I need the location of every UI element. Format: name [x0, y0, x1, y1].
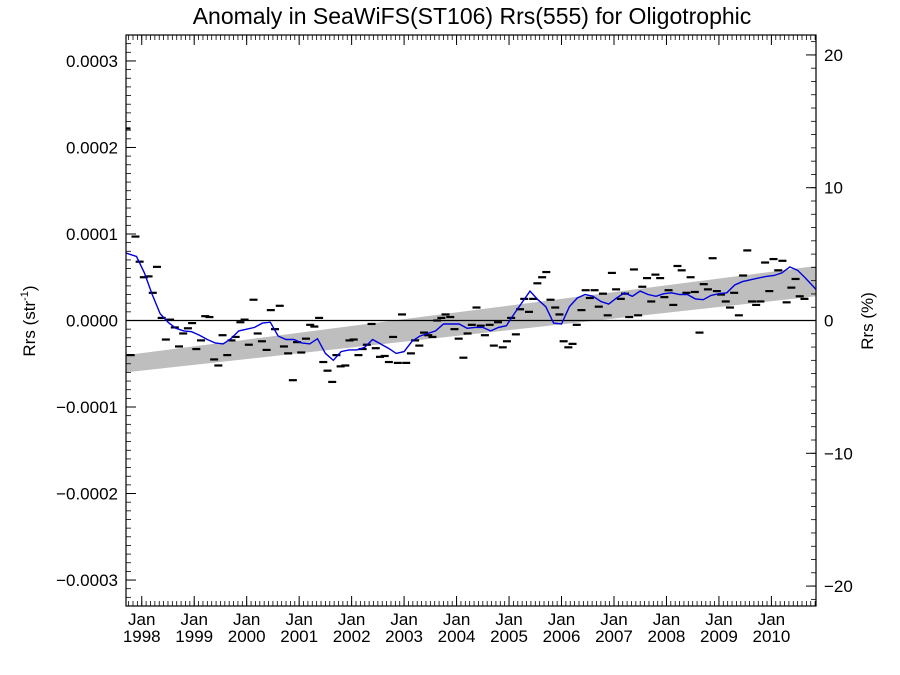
y-left-tick-label: 0.0000 [66, 312, 118, 331]
chart-title: Anomaly in SeaWiFS(ST106) Rrs(555) for O… [193, 3, 752, 29]
x-tick-year-label: 2001 [280, 627, 318, 646]
y-left-tick-label: 0.0001 [66, 225, 118, 244]
axes: 0.0003 0.0002 0.0001 0.0000 −0.0001 −0.0002 −0… [56, 34, 853, 646]
x-tick-month-label: Jan [285, 610, 312, 629]
plot-area [126, 127, 816, 384]
x-tick-year-label: 1999 [175, 627, 213, 646]
x-tick-month-label: Jan [653, 610, 680, 629]
x-tick-month-label: Jan [390, 610, 417, 629]
y-right-tick-label: 0 [824, 312, 833, 331]
smoothed-anomaly-line [126, 252, 816, 362]
trend-confidence-band [126, 265, 816, 373]
x-tick-month-label: Jan [338, 610, 365, 629]
x-tick-year-label: 2004 [438, 627, 476, 646]
plot-content [126, 127, 816, 384]
x-tick-year-label: 2009 [700, 627, 738, 646]
y-left-tick-label: −0.0001 [56, 398, 118, 417]
x-tick-month-label: Jan [443, 610, 470, 629]
y-axis-label-left-text: Rrs (str [20, 301, 39, 357]
x-tick-month-label: Jan [705, 610, 732, 629]
x-tick-year-label: 2010 [752, 627, 790, 646]
y-right-tick-label: −20 [824, 577, 853, 596]
x-tick-year-label: 2003 [385, 627, 423, 646]
x-tick-year-label: 1998 [123, 627, 161, 646]
y-left-tick-label: 0.0003 [66, 52, 118, 71]
x-tick-month-label: Jan [233, 610, 260, 629]
x-tick-month-label: Jan [128, 610, 155, 629]
x-tick-year-label: 2005 [490, 627, 528, 646]
y-right-tick-label: −10 [824, 444, 853, 463]
y-right-tick-label: 20 [824, 46, 843, 65]
x-tick-year-label: 2000 [228, 627, 266, 646]
x-tick-month-label: Jan [548, 610, 575, 629]
y-axis-label-left-superscript: -1 [19, 291, 31, 301]
x-tick-year-label: 2008 [648, 627, 686, 646]
y-left-tick-label: 0.0002 [66, 138, 118, 157]
x-tick-month-label: Jan [600, 610, 627, 629]
x-tick-year-label: 2007 [595, 627, 633, 646]
x-tick-month-label: Jan [495, 610, 522, 629]
y-right-tick-label: 10 [824, 179, 843, 198]
y-left-tick-label: −0.0002 [56, 485, 118, 504]
x-tick-year-label: 2002 [333, 627, 371, 646]
x-tick-month-label: Jan [181, 610, 208, 629]
y-axis-label-left-close: ) [20, 285, 39, 291]
y-axis-label-left: Rrs (str-1) [19, 285, 39, 356]
y-axis-label-right: Rrs (%) [858, 292, 877, 350]
x-tick-month-label: Jan [758, 610, 785, 629]
x-tick-year-label: 2006 [543, 627, 581, 646]
y-left-tick-label: −0.0003 [56, 571, 118, 590]
